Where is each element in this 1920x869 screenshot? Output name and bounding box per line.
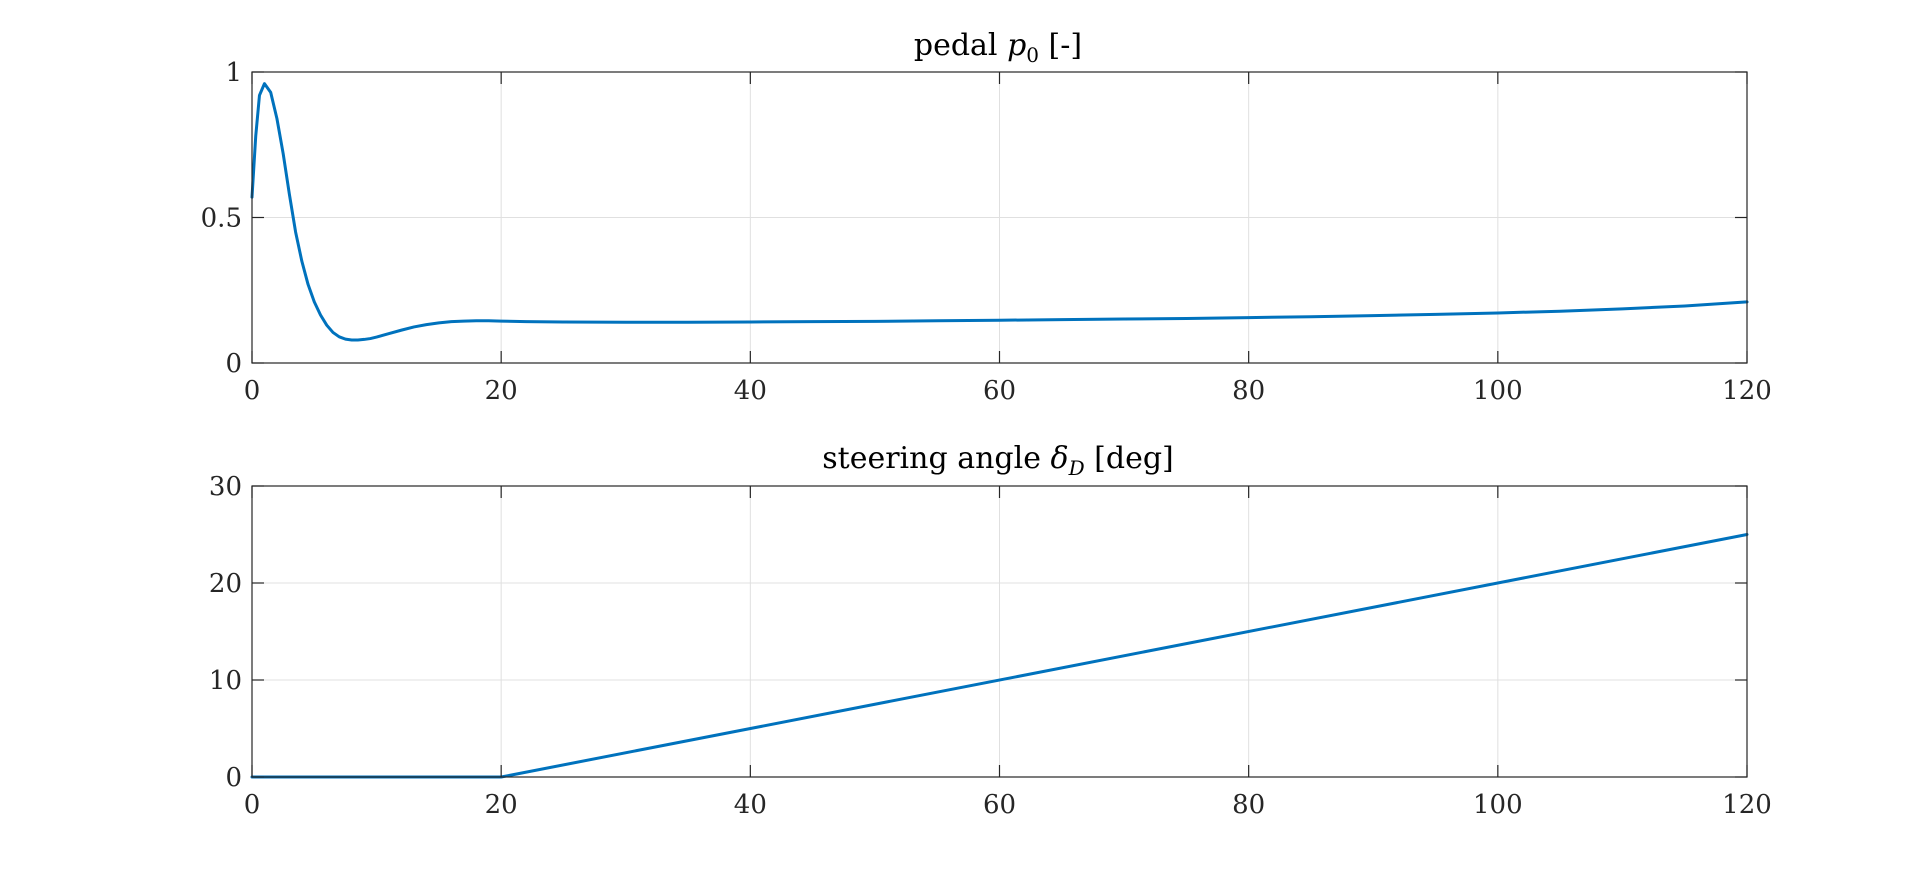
pedal-x-tick-label: 40 (734, 376, 767, 406)
pedal-series-line (250, 82, 1749, 342)
pedal-subplot: pedal p0 [-] 0 20 40 60 80 100 120 00.51 (201, 28, 1772, 406)
steering-y-tick-label: 20 (209, 569, 242, 599)
steering-x-tick-label: 100 (1473, 790, 1523, 820)
steering-ticks (251, 485, 1748, 778)
pedal-x-tick-label: 20 (485, 376, 518, 406)
pedal-x-tick-label: 100 (1473, 376, 1523, 406)
steering-x-tick-labels: 0 20 40 60 80 100 120 (244, 790, 1772, 820)
pedal-y-tick-label: 0 (225, 349, 242, 379)
pedal-y-tick-labels: 00.51 (201, 58, 242, 379)
steering-plot-title: steering angle δD [deg] (822, 441, 1173, 480)
steering-x-tick-label: 40 (734, 790, 767, 820)
steering-x-tick-label: 80 (1232, 790, 1265, 820)
steering-y-tick-label: 0 (225, 763, 242, 793)
pedal-x-tick-label: 60 (983, 376, 1016, 406)
steering-y-tick-label: 30 (209, 472, 242, 502)
steering-x-tick-label: 20 (485, 790, 518, 820)
steering-subplot: steering angle δD [deg] 0 20 40 60 80 100 120 … (209, 441, 1772, 820)
steering-x-tick-label: 0 (244, 790, 261, 820)
pedal-ticks (251, 71, 1748, 364)
pedal-y-tick-label: 1 (225, 58, 242, 88)
steering-y-tick-labels: 0 10 20 30 (209, 472, 242, 793)
pedal-grid (252, 72, 1747, 363)
steering-x-tick-label: 120 (1722, 790, 1772, 820)
pedal-x-tick-label: 120 (1722, 376, 1772, 406)
steering-y-tick-label: 10 (209, 666, 242, 696)
pedal-x-tick-labels: 0 20 40 60 80 100 120 (244, 376, 1772, 406)
pedal-x-tick-label: 0 (244, 376, 261, 406)
steering-x-tick-label: 60 (983, 790, 1016, 820)
pedal-plot-title: pedal p0 [-] (914, 28, 1082, 67)
pedal-y-tick-label: 0.5 (201, 204, 242, 234)
pedal-series (250, 82, 1749, 342)
pedal-x-tick-label: 80 (1232, 376, 1265, 406)
